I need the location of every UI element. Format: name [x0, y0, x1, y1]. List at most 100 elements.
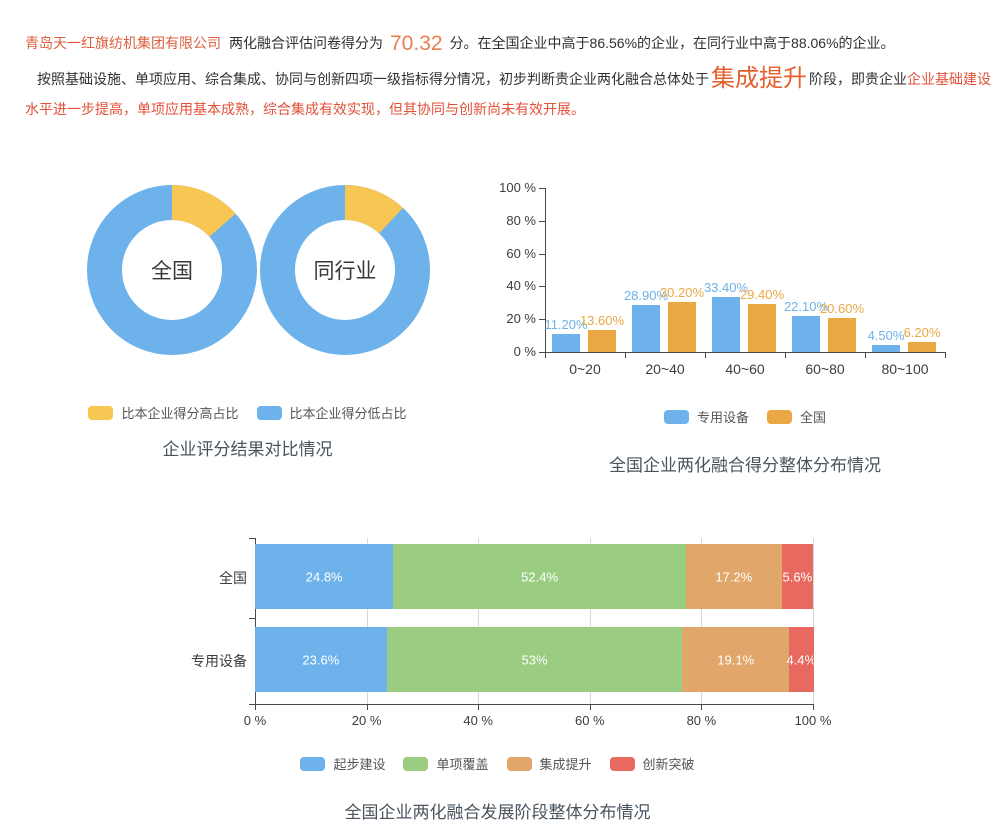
segment-row0-series3 [781, 544, 813, 609]
bar-series1-cat3 [828, 318, 856, 352]
segment-value-label: 23.6% [302, 652, 340, 667]
legend-item-1[interactable]: 全国 [767, 407, 826, 426]
segment-row1-series0 [255, 627, 387, 692]
legend-label: 比本企业得分低占比 [289, 406, 407, 421]
x-axis-tick [545, 352, 546, 358]
legend-swatch-icon [300, 756, 326, 771]
x-axis-label: 100 % [794, 713, 832, 728]
x-axis-tick [865, 352, 866, 358]
donut-national [87, 185, 257, 355]
bar-value-label: 11.20% [544, 316, 588, 332]
y-axis-label: 40 % [506, 278, 536, 294]
legend-item-1[interactable]: 单项覆盖 [403, 754, 489, 773]
bar-value-label: 28.90% [623, 287, 669, 303]
segment-value-label: 17.2% [715, 569, 753, 584]
segment-row1-series3 [789, 627, 814, 692]
analysis-red-text-1: 企业基础建设 [907, 71, 991, 87]
score-distribution-title: 全国企业两化融合得分整体分布情况 [609, 456, 881, 475]
segment-value-label: 5.6% [782, 569, 813, 584]
legend-swatch-icon [609, 756, 635, 771]
y-category-label: 专用设备 [191, 652, 247, 669]
segment-value-label: 19.1% [717, 652, 755, 667]
x-axis-tick [785, 352, 786, 358]
segment-row0-series1 [393, 544, 686, 609]
legend-item-1[interactable]: 比本企业得分低占比 [256, 403, 407, 422]
y-axis-tick [249, 538, 255, 539]
legend-item-0[interactable]: 比本企业得分高占比 [88, 403, 239, 422]
y-axis-tick [249, 704, 255, 705]
analysis-red-text-2: 水平进一步提高，单项应用基本成熟，综合集成有效实现，但其协同与创新尚未有效开展。 [25, 101, 585, 117]
y-axis-label: 100 % [499, 180, 536, 195]
donut-industry-label: 同行业 [313, 260, 377, 283]
legend-swatch-icon [506, 756, 532, 771]
analysis-prefix-text: 按照基础设施、单项应用、综合集成、协同与创新四项一级指标得分情况，初步判断贵企业… [37, 71, 709, 87]
x-category-label: 80~100 [881, 361, 929, 377]
x-category-label: 40~60 [725, 361, 765, 377]
segment-value-label: 4.4% [786, 652, 817, 667]
x-axis-tick [255, 704, 256, 710]
donut-national-label: 全国 [151, 260, 193, 283]
segment-value-label: 24.8% [305, 569, 343, 584]
legend-label: 专用设备 [696, 410, 749, 425]
score-distribution-chart: 专用设备 全国 全国企业两化融合得分整体分布情况 0 % 20 % 40 % 60 % 8… [495, 175, 995, 485]
y-axis-tick [539, 319, 545, 321]
bar-series1-cat0 [588, 329, 616, 352]
x-axis-line [255, 704, 814, 705]
x-category-label: 20~40 [645, 361, 685, 377]
bar-series1-cat4 [908, 341, 936, 352]
x-axis-label: 20 % [351, 713, 382, 728]
x-axis-tick [589, 704, 591, 710]
bar-value-label: 4.50% [867, 327, 905, 343]
bar-value-label: 29.40% [739, 286, 785, 302]
legend-item-0[interactable]: 专用设备 [663, 407, 749, 426]
x-axis-tick [478, 704, 480, 710]
analysis-mid-text: 阶段，即贵企业 [809, 71, 907, 87]
plot-gridline [589, 538, 591, 704]
y-axis-tick [249, 618, 255, 619]
score-prefix-text: 两化融合评估问卷得分为 [229, 35, 383, 51]
y-category-label: 全国 [219, 569, 247, 586]
stage-distribution-legend: 起步建设 单项覆盖 集成提升 创新突破 [0, 754, 995, 773]
bar-series0-cat2 [712, 297, 740, 352]
x-category-label: 60~80 [805, 361, 845, 377]
bar-series0-cat0 [552, 333, 580, 352]
y-axis-label: 80 % [506, 212, 536, 228]
bar-series0-cat1 [632, 304, 660, 352]
bar-value-label: 33.40% [703, 280, 749, 296]
bar-value-label: 6.20% [903, 324, 941, 340]
x-axis-tick [366, 704, 368, 710]
x-category-label: 0~20 [569, 361, 601, 377]
stage-analysis-line1: 按照基础设施、单项应用、综合集成、协同与创新四项一级指标得分情况，初步判断贵企业… [25, 62, 991, 96]
legend-label: 起步建设 [333, 757, 386, 772]
x-axis-line [545, 352, 946, 353]
legend-swatch-icon [663, 409, 689, 424]
bar-series1-cat1 [668, 302, 696, 352]
bar-series0-cat4 [872, 344, 900, 352]
y-axis-tick [539, 220, 545, 222]
x-axis-label: 80 % [686, 713, 717, 728]
legend-swatch-icon [256, 405, 282, 420]
donut-industry [260, 185, 430, 355]
legend-item-0[interactable]: 起步建设 [300, 754, 385, 773]
bar-value-label: 22.10% [783, 298, 829, 314]
legend-label: 集成提升 [539, 757, 592, 772]
legend-item-3[interactable]: 创新突破 [609, 754, 695, 773]
bar-series1-cat2 [748, 303, 776, 352]
segment-row0-series0 [255, 544, 394, 609]
legend-label: 创新突破 [642, 757, 695, 772]
segment-value-label: 53% [521, 652, 548, 667]
plot-gridline [701, 538, 703, 704]
plot-gridline [366, 538, 368, 704]
x-axis-tick [705, 352, 706, 358]
stage-distribution-chart: 起步建设 单项覆盖 集成提升 创新突破 全国企业两化融合发展阶段整体分布情况 0 % 2… [0, 530, 995, 829]
y-axis-label: 60 % [506, 245, 536, 261]
y-axis-label: 20 % [506, 311, 536, 327]
segment-row0-series2 [685, 544, 782, 609]
score-summary-paragraph: 青岛天一红旗纺机集团有限公司 两化融合评估问卷得分为 70.32 分。在全国企业中高于… [25, 30, 895, 57]
y-axis-line [545, 188, 546, 353]
x-axis-tick [945, 352, 946, 358]
legend-item-2[interactable]: 集成提升 [506, 754, 592, 773]
segment-value-label: 52.4% [521, 569, 559, 584]
y-axis-label: 0 % [513, 344, 536, 359]
